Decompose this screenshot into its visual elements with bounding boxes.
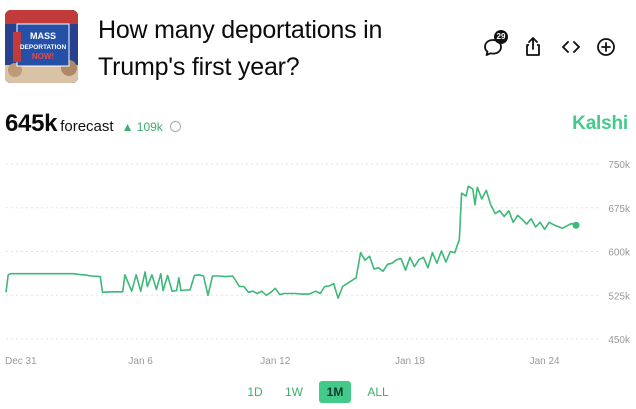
y-tick-label: 450k: [608, 335, 631, 346]
x-tick-label: Jan 24: [530, 356, 560, 367]
forecast-chart: 750k 675k 600k 525k 450k Dec 31 Jan 6 Jan 12 Jan…: [5, 160, 631, 367]
forecast-summary: 645k forecast ▲ 109k: [5, 110, 181, 140]
y-tick-label: 750k: [608, 160, 631, 171]
x-tick-label: Jan 18: [395, 356, 425, 367]
y-tick-label: 525k: [608, 291, 631, 302]
x-tick-label: Jan 12: [260, 356, 290, 367]
share-icon[interactable]: [520, 34, 546, 60]
add-icon[interactable]: [593, 34, 619, 60]
forecast-delta: ▲ 109k: [121, 120, 163, 134]
time-range-1w[interactable]: 1W: [285, 385, 303, 399]
info-icon[interactable]: [169, 121, 181, 132]
time-range-1m[interactable]: 1M: [319, 381, 351, 403]
y-tick-label: 675k: [608, 204, 631, 215]
x-tick-label: Jan 6: [128, 356, 153, 367]
forecast-label: forecast: [60, 118, 114, 135]
rally-photo-image: MASS DEPORTATION NOW!: [5, 10, 78, 83]
kalshi-logo[interactable]: Kalshi: [572, 113, 628, 134]
forecast-value: 645k: [5, 110, 58, 137]
time-range-1d[interactable]: 1D: [247, 385, 263, 399]
market-title: How many deportations in Trump's first y…: [98, 16, 383, 81]
market-thumbnail[interactable]: MASS DEPORTATION NOW!: [5, 10, 78, 83]
current-value-dot: [572, 221, 580, 229]
time-range-all[interactable]: ALL: [367, 385, 389, 399]
comments-count-badge: 29: [494, 30, 508, 44]
comments-icon[interactable]: 29: [480, 30, 508, 60]
svg-text:NOW!: NOW!: [32, 52, 54, 61]
forecast-series-line: [5, 185, 577, 299]
svg-text:DEPORTATION: DEPORTATION: [20, 44, 67, 51]
time-range-selector: 1D 1W 1M ALL: [0, 381, 636, 403]
y-tick-label: 600k: [608, 248, 631, 259]
embed-icon[interactable]: [558, 34, 584, 60]
x-tick-label: Dec 31: [5, 356, 37, 367]
svg-text:MASS: MASS: [30, 31, 56, 41]
